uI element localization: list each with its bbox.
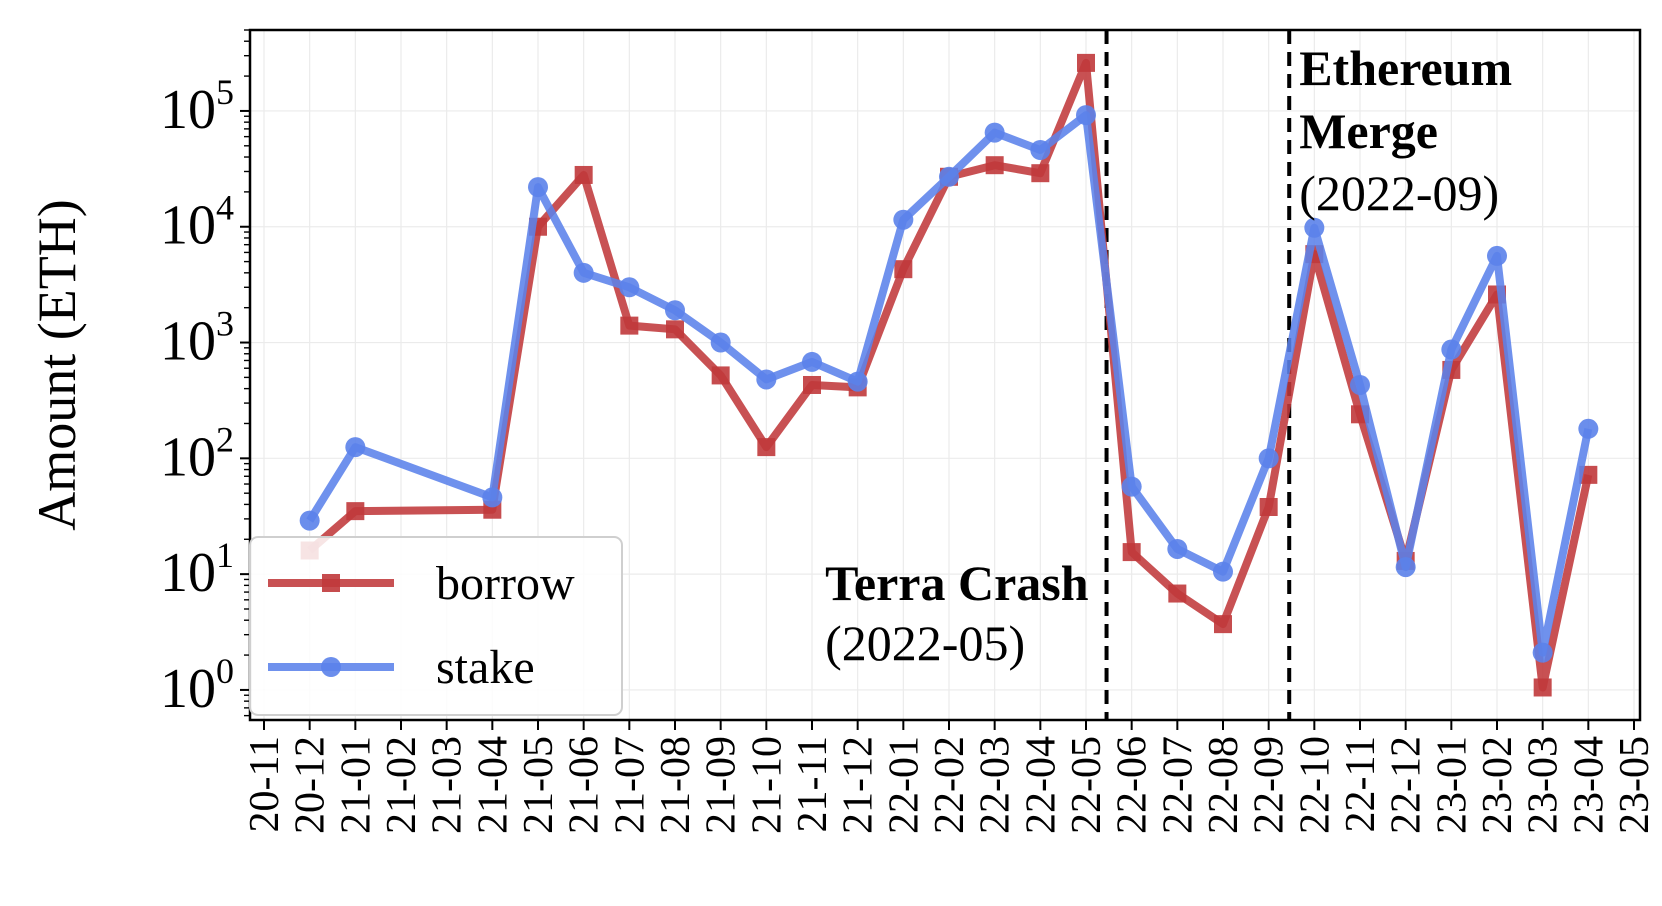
data-point-borrow	[574, 165, 593, 184]
data-point-stake	[1395, 557, 1416, 578]
y-tick-label: 100	[160, 651, 234, 720]
x-tick-label: 22-11	[1338, 736, 1384, 832]
x-tick-label: 22-02	[927, 736, 973, 834]
x-tick-label: 22-10	[1292, 736, 1338, 834]
data-point-borrow	[1214, 615, 1232, 634]
x-tick-label: 22-09	[1247, 736, 1293, 834]
x-tick-label: 22-05	[1064, 736, 1110, 834]
series-layer	[299, 53, 1599, 697]
data-point-stake	[619, 277, 640, 298]
data-point-stake	[1487, 245, 1507, 266]
event-date: (2022-09)	[1299, 165, 1499, 221]
x-tick-label: 22-06	[1110, 736, 1156, 834]
data-point-stake	[710, 332, 731, 353]
event-lines	[1104, 30, 1292, 720]
x-tick-label: 22-08	[1201, 736, 1247, 834]
data-point-stake	[573, 262, 594, 283]
x-tick-label: 21-04	[470, 736, 516, 834]
x-tick-label: 22-01	[881, 736, 927, 834]
y-tick-label: 102	[160, 419, 234, 488]
event-title-line2: Merge	[1299, 103, 1438, 159]
data-point-borrow	[803, 375, 821, 394]
data-point-stake	[939, 166, 959, 187]
data-point-stake	[1532, 642, 1553, 663]
x-tick-label: 23-05	[1612, 736, 1658, 834]
x-tick-label: 21-12	[836, 736, 882, 834]
x-tick-label: 21-02	[379, 736, 425, 834]
data-point-stake	[1213, 561, 1233, 582]
data-point-stake	[1258, 448, 1279, 469]
legend-marker-stake	[321, 657, 341, 677]
x-tick-label: 22-07	[1155, 736, 1201, 834]
data-point-borrow	[1259, 497, 1278, 516]
data-point-stake	[1121, 476, 1142, 497]
data-point-borrow	[985, 156, 1004, 175]
event-title: Ethereum	[1299, 40, 1512, 96]
event-title: Terra Crash	[825, 555, 1089, 611]
legend: borrow stake	[249, 536, 623, 716]
x-tick-label: 21-07	[607, 736, 653, 834]
x-tick-label: 21-03	[425, 736, 471, 834]
data-point-stake	[1030, 139, 1051, 160]
data-point-stake	[299, 510, 320, 531]
data-point-borrow	[1168, 584, 1187, 603]
data-point-stake	[482, 487, 503, 508]
legend-marker-borrow	[322, 574, 340, 592]
data-point-stake	[528, 177, 548, 198]
y-tick-label: 103	[160, 304, 234, 373]
x-tick-label: 21-01	[333, 736, 379, 834]
data-point-stake	[847, 371, 868, 392]
x-tick-label: 23-03	[1521, 736, 1567, 834]
data-point-stake	[984, 122, 1005, 143]
x-tick-label: 21-10	[744, 736, 790, 834]
x-tick-label: 20-11	[242, 736, 288, 832]
data-point-stake	[1578, 418, 1599, 439]
x-tick-label: 21-09	[699, 736, 745, 834]
x-tick-label: 23-01	[1429, 736, 1475, 834]
legend-label-borrow: borrow	[436, 557, 575, 610]
legend-label-stake: stake	[436, 641, 535, 694]
data-point-stake	[1441, 339, 1462, 360]
y-axis: 100 101 102 103 104 105	[160, 29, 250, 720]
plot-frame	[248, 28, 1642, 722]
event-date: (2022-05)	[825, 615, 1025, 671]
data-point-borrow	[1122, 543, 1141, 562]
event-annotations: Terra Crash(2022-05) Ethereum Merge (2022-0…	[825, 40, 1512, 671]
data-point-stake	[1167, 538, 1188, 559]
data-point-stake	[1076, 105, 1096, 126]
x-tick-label: 22-04	[1018, 736, 1064, 834]
data-point-borrow	[346, 502, 365, 521]
data-point-borrow	[1077, 53, 1095, 72]
x-tick-label: 21-06	[562, 736, 608, 834]
data-point-stake	[345, 437, 366, 458]
x-axis: 20-11 20-12 21-01 21-02 21-03 21-04 21-05 21-06…	[242, 720, 1658, 834]
data-point-borrow	[620, 316, 639, 335]
x-tick-label: 20-12	[288, 736, 334, 834]
y-tick-label: 104	[160, 188, 234, 257]
data-point-borrow	[1031, 164, 1050, 183]
x-tick-label: 23-02	[1475, 736, 1521, 834]
data-point-borrow	[666, 320, 684, 339]
data-point-borrow	[757, 438, 776, 457]
data-point-stake	[1304, 217, 1325, 238]
x-tick-label: 21-05	[516, 736, 562, 834]
x-tick-label: 21-08	[653, 736, 699, 834]
x-tick-label: 21-11	[790, 736, 836, 832]
series-stake	[299, 105, 1599, 663]
data-point-borrow	[894, 260, 913, 279]
y-tick-label: 101	[160, 535, 234, 604]
data-point-borrow	[1533, 678, 1552, 697]
data-point-stake	[665, 300, 685, 321]
data-point-stake	[802, 351, 822, 372]
data-point-stake	[1350, 374, 1370, 395]
data-point-stake	[893, 209, 914, 230]
y-tick-label: 105	[160, 72, 234, 141]
y-axis-title: Amount (ETH)	[27, 199, 87, 530]
data-point-borrow	[711, 366, 730, 385]
x-tick-label: 22-03	[973, 736, 1019, 834]
data-point-stake	[756, 369, 777, 390]
x-tick-label: 22-12	[1384, 736, 1430, 834]
x-tick-label: 23-04	[1566, 736, 1612, 834]
